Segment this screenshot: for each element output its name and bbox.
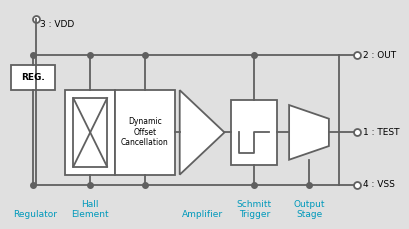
Polygon shape (288, 105, 328, 160)
Text: Dynamic
Offset
Cancellation: Dynamic Offset Cancellation (121, 117, 169, 147)
Text: REG.: REG. (21, 73, 45, 82)
Text: Output
Stage: Output Stage (292, 200, 324, 219)
Bar (231, 100, 276, 165)
Text: 1 : TEST: 1 : TEST (362, 128, 398, 137)
Text: Hall
Element: Hall Element (71, 200, 109, 219)
Bar (65, 90, 115, 175)
Bar (73, 98, 107, 167)
Text: 3 : VDD: 3 : VDD (40, 19, 74, 29)
Text: 2 : OUT: 2 : OUT (362, 51, 395, 60)
Text: Regulator: Regulator (13, 210, 57, 219)
Text: Amplifier: Amplifier (181, 210, 222, 219)
Bar (115, 90, 174, 175)
Bar (11, 65, 55, 90)
Text: Schmitt
Trigger: Schmitt Trigger (236, 200, 271, 219)
Polygon shape (179, 90, 224, 175)
Text: 4 : VSS: 4 : VSS (362, 180, 393, 189)
